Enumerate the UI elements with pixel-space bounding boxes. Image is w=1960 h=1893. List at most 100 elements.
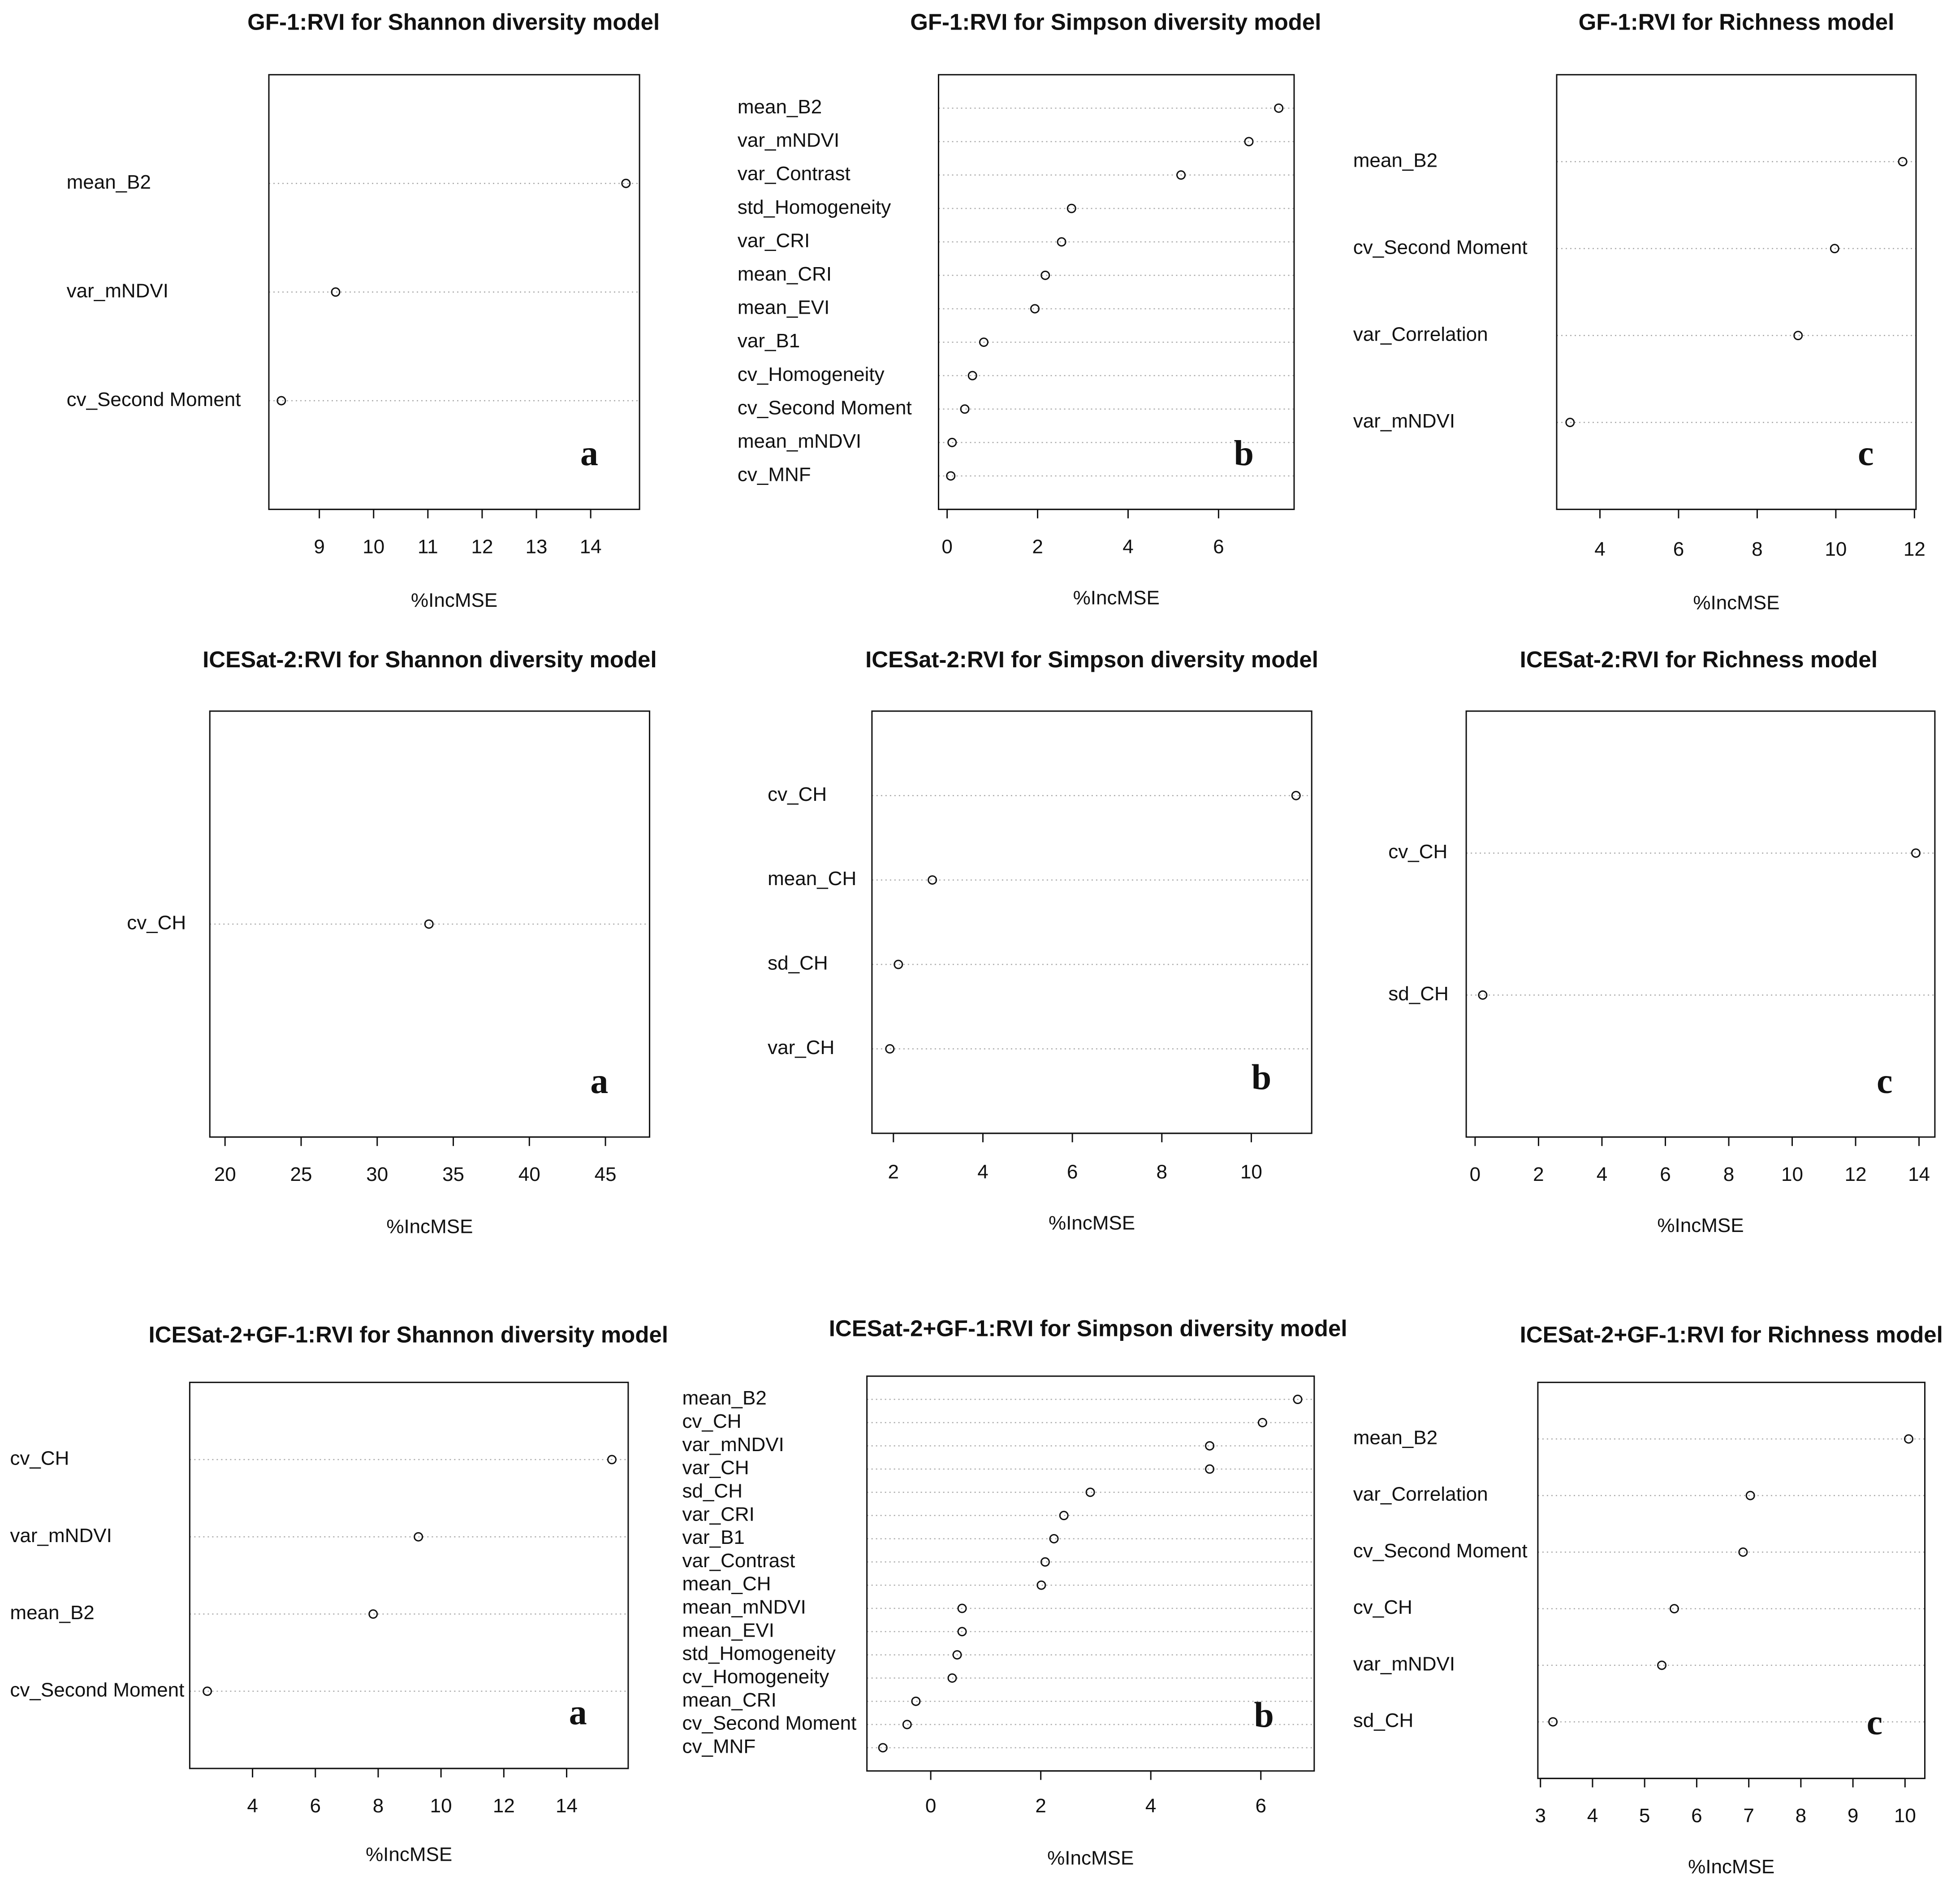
category-label: mean_B2	[1353, 149, 1438, 171]
dot	[1085, 1487, 1095, 1497]
dot	[894, 959, 903, 969]
dot	[1036, 1580, 1046, 1590]
x-tick-label: 12	[493, 1795, 515, 1817]
dot	[967, 371, 977, 380]
x-tick-label: 6	[1673, 538, 1684, 560]
category-label: var_B1	[682, 1526, 744, 1548]
dot	[1176, 170, 1186, 180]
dot	[911, 1696, 921, 1706]
dot	[1057, 237, 1066, 247]
chart-title: GF-1:RVI for Simpson diversity model	[910, 9, 1321, 35]
x-tick-label: 2	[1035, 1795, 1046, 1817]
category-label: cv_Second Moment	[1353, 236, 1528, 258]
x-axis-label: %IncMSE	[1047, 1847, 1134, 1869]
category-label: sd_CH	[1353, 1710, 1414, 1732]
plot-frame	[871, 710, 1312, 1134]
category-label: cv_Second Moment	[10, 1679, 184, 1701]
x-tick-label: 6	[1067, 1161, 1078, 1183]
panel-letter: c	[1858, 434, 1874, 473]
dot	[946, 471, 956, 481]
x-tick-label: 9	[314, 536, 324, 558]
dot	[1040, 1557, 1050, 1567]
x-tick-label: 4	[977, 1161, 988, 1183]
x-tick-label: 10	[1894, 1805, 1916, 1827]
x-tick-label: 5	[1639, 1805, 1650, 1827]
chart-title: ICESat-2:RVI for Simpson diversity model	[865, 647, 1318, 672]
dot	[1830, 244, 1839, 254]
category-label: cv_Second Moment	[738, 397, 912, 419]
category-label: std_Homogeneity	[682, 1642, 835, 1664]
dot	[607, 1455, 617, 1465]
chart-title: ICESat-2+GF-1:RVI for Shannon diversity …	[148, 1322, 668, 1347]
x-tick-label: 10	[1781, 1163, 1803, 1185]
x-tick-label: 8	[1723, 1163, 1734, 1185]
x-tick-label: 10	[363, 536, 384, 558]
category-label: var_CH	[682, 1457, 749, 1479]
plot-frame	[866, 1375, 1315, 1772]
category-label: var_mNDVI	[67, 280, 168, 302]
dot	[1565, 418, 1575, 428]
x-tick-label: 25	[290, 1163, 312, 1185]
category-label: cv_CH	[10, 1448, 69, 1469]
category-label: mean_B2	[10, 1602, 94, 1624]
dot	[1205, 1441, 1215, 1451]
x-tick-label: 6	[1213, 536, 1224, 558]
dot	[1066, 203, 1076, 213]
dot	[368, 1609, 378, 1619]
category-label: var_Contrast	[738, 163, 850, 185]
dot	[1205, 1464, 1215, 1474]
dot	[952, 1650, 962, 1660]
dot	[621, 178, 631, 188]
dot	[885, 1044, 895, 1054]
category-label: cv_CH	[682, 1410, 741, 1432]
chart-title: ICESat-2:RVI for Shannon diversity model	[203, 647, 657, 672]
category-label: mean_CRI	[738, 263, 832, 285]
x-tick-label: 12	[1904, 538, 1925, 560]
x-tick-label: 45	[595, 1163, 617, 1185]
chart-title: ICESat-2:RVI for Richness model	[1520, 647, 1878, 672]
x-tick-label: 0	[941, 536, 952, 558]
category-label: cv_CH	[768, 783, 827, 805]
x-axis-label: %IncMSE	[1049, 1212, 1135, 1234]
category-label: var_CRI	[682, 1503, 754, 1525]
category-label: cv_CH	[1353, 1596, 1412, 1618]
panel-letter: c	[1877, 1062, 1893, 1101]
x-tick-label: 0	[925, 1795, 936, 1817]
x-tick-label: 6	[1255, 1795, 1266, 1817]
chart-title: ICESat-2+GF-1:RVI for Richness model	[1520, 1322, 1943, 1347]
category-label: cv_CH	[1388, 841, 1447, 863]
panel-letter: b	[1252, 1058, 1272, 1097]
x-axis-label: %IncMSE	[1693, 592, 1779, 614]
dot	[1548, 1717, 1558, 1727]
x-tick-label: 4	[1594, 538, 1605, 560]
category-label: mean_B2	[1353, 1427, 1438, 1449]
x-tick-label: 6	[1691, 1805, 1702, 1827]
dot	[960, 404, 970, 414]
x-tick-label: 20	[214, 1163, 236, 1185]
dot	[1030, 304, 1040, 314]
category-label: mean_CRI	[682, 1689, 776, 1711]
x-tick-label: 3	[1535, 1805, 1546, 1827]
dot	[1059, 1511, 1069, 1521]
x-axis-label: %IncMSE	[1657, 1214, 1744, 1236]
category-label: var_mNDVI	[682, 1434, 784, 1456]
dot	[1040, 270, 1050, 280]
dot	[331, 287, 341, 297]
category-label: var_Correlation	[1353, 323, 1488, 345]
category-label: mean_CH	[682, 1573, 771, 1595]
x-tick-label: 8	[373, 1795, 384, 1817]
chart-title: GF-1:RVI for Richness model	[1579, 9, 1895, 35]
panel-letter: a	[569, 1693, 587, 1733]
x-tick-label: 2	[1032, 536, 1043, 558]
plot-frame	[1465, 710, 1936, 1138]
category-label: cv_MNF	[738, 464, 811, 486]
dot	[979, 337, 989, 347]
category-label: cv_Second Moment	[67, 389, 241, 411]
x-tick-label: 4	[1122, 536, 1133, 558]
dot	[1793, 331, 1803, 341]
dot	[414, 1532, 423, 1542]
x-tick-label: 14	[556, 1795, 578, 1817]
x-axis-label: %IncMSE	[1688, 1856, 1774, 1878]
category-label: sd_CH	[1388, 983, 1449, 1005]
category-label: var_B1	[738, 330, 800, 352]
